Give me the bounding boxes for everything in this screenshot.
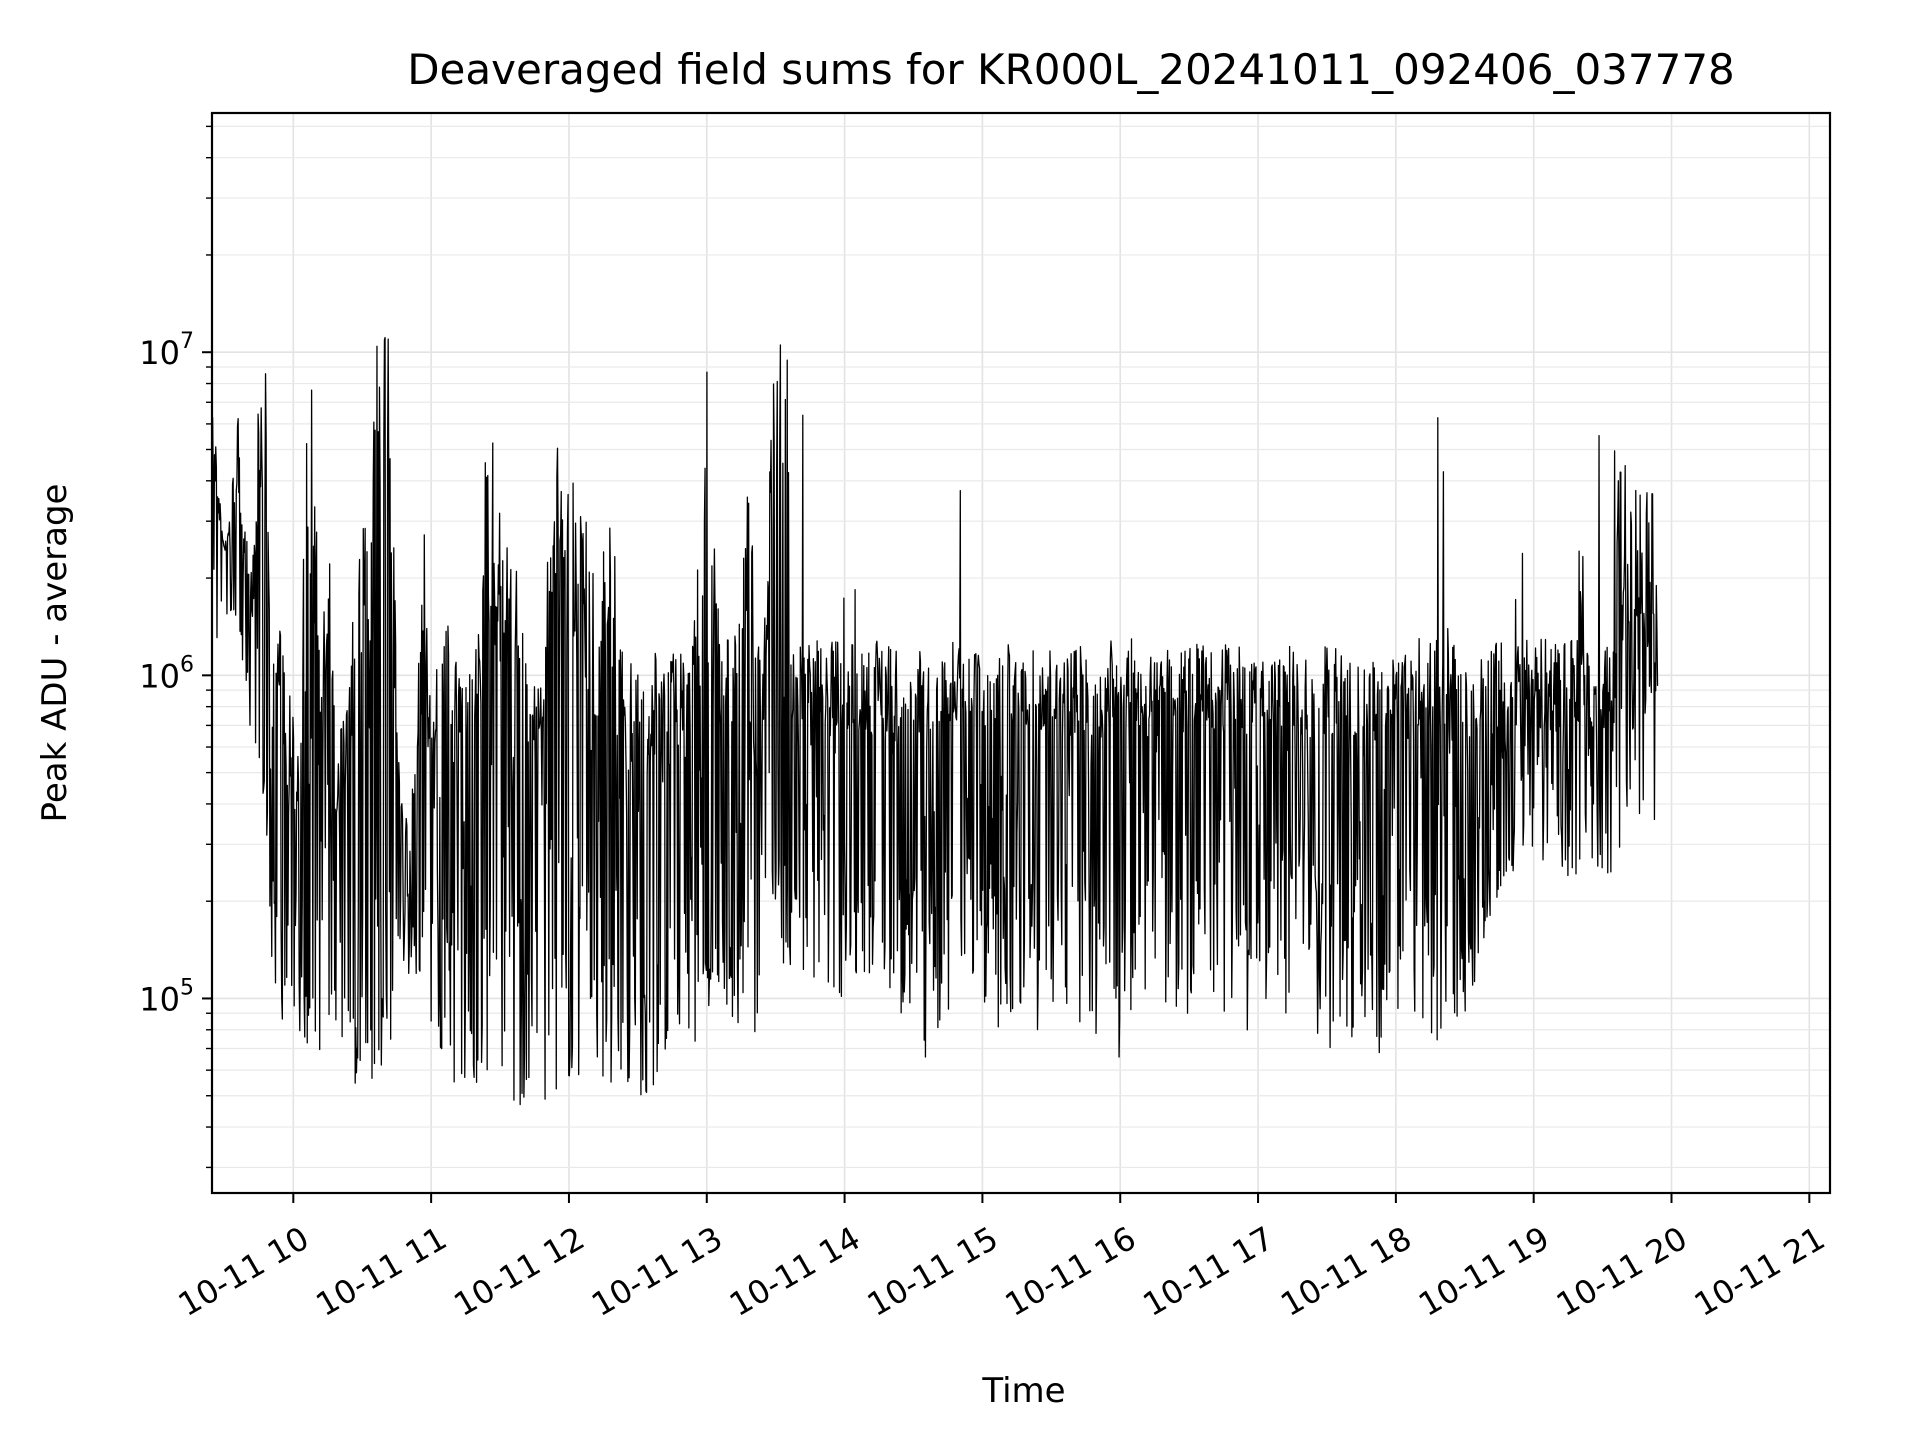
series-line xyxy=(211,336,1659,1106)
y-axis-ticks: 105 106 107 xyxy=(139,125,212,1169)
y-axis-label: Peak ADU - average xyxy=(35,484,75,823)
y-tick-label: 105 xyxy=(139,975,194,1018)
y-tick-label: 107 xyxy=(139,329,194,372)
series-layer xyxy=(211,336,1659,1106)
x-axis-label: Time xyxy=(981,1371,1065,1411)
chart-title: Deaveraged field sums for KR000L_2024101… xyxy=(407,45,1735,94)
plot-frame xyxy=(210,111,1832,1195)
y-tick-label: 106 xyxy=(139,652,194,695)
